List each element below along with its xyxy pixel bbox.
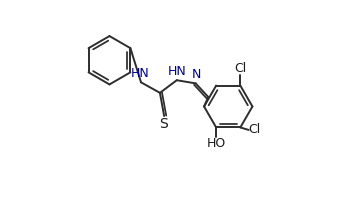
Text: N: N [192,68,201,81]
Text: Cl: Cl [234,62,246,75]
Text: HN: HN [167,65,186,78]
Text: S: S [159,117,167,131]
Text: HO: HO [206,137,226,150]
Text: Cl: Cl [249,123,261,136]
Text: HN: HN [131,67,149,80]
